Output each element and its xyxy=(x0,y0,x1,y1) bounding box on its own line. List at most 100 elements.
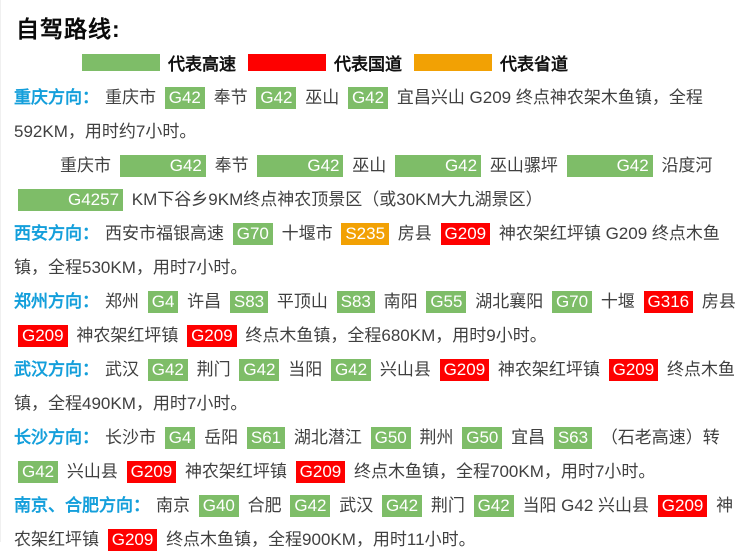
route-badge-green: G42 xyxy=(257,155,344,177)
route-text: 南京 xyxy=(156,496,190,515)
route-text: 岳阳 xyxy=(204,428,239,447)
legend: 代表高速 代表国道 代表省道 xyxy=(14,50,738,75)
legend-label: 代表高速 xyxy=(168,54,236,74)
route-badge-green: G42 xyxy=(147,359,188,381)
route-paragraph: 武汉方向： 武汉 G42 荆门 G42 当阳 G42 兴山县 G209 神农架红坪… xyxy=(14,353,738,421)
route-badge-green: S83 xyxy=(336,291,375,313)
route-badge-green: G4 xyxy=(147,291,179,313)
route-text: 南阳 xyxy=(383,292,418,311)
route-text: 神农架红坪镇 xyxy=(184,462,287,481)
route-text: 湖北潜江 xyxy=(293,428,362,447)
route-text: 房县 xyxy=(397,224,432,243)
route-text: 终点木鱼镇，全程700KM，用时7小时。 xyxy=(354,462,656,481)
route-text: 神农架红坪镇 G209 终点木鱼镇，全程530KM，用时7小时。 xyxy=(14,224,720,277)
route-text: 房县 xyxy=(701,292,736,311)
route-text: 沿度河 xyxy=(661,156,713,175)
route-text: 武汉 xyxy=(105,360,139,379)
orange-road-swatch xyxy=(414,53,492,71)
route-sections: 重庆方向： 重庆市 G42 奉节 G42 巫山 G42 宜昌兴山 G209 终点神… xyxy=(14,81,738,557)
route-badge-green: G42 xyxy=(381,495,423,517)
route-text: 宜昌兴山 G209 终点神农架木鱼镇，全程592KM，用时约7小时。 xyxy=(14,88,703,141)
red-road-swatch xyxy=(248,53,326,71)
route-badge-green: G42 xyxy=(566,155,653,177)
direction-label: 长沙方向： xyxy=(14,428,99,447)
route-text: 兴山县 xyxy=(379,360,431,379)
route-badge-red: G209 xyxy=(440,223,491,245)
route-badge-green: G42 xyxy=(290,495,331,517)
route-paragraph: 重庆方向： 重庆市 G42 奉节 G42 巫山 G42 宜昌兴山 G209 终点神… xyxy=(14,81,738,149)
legend-label: 代表省道 xyxy=(500,54,568,74)
route-text: 终点木鱼镇，全程680KM，用时9小时。 xyxy=(245,326,547,345)
route-badge-green: G42 xyxy=(164,87,205,109)
route-text: 巫山 xyxy=(305,88,340,107)
route-text: 巫山骡坪 xyxy=(489,156,558,175)
route-text: 终点木鱼镇，全程900KM，用时11小时。 xyxy=(166,530,476,549)
route-text: （石老高速）转 xyxy=(600,428,720,447)
direction-label: 西安方向： xyxy=(14,224,99,243)
route-badge-red: G209 xyxy=(657,495,708,517)
route-badge-green: G42 xyxy=(394,155,482,177)
route-text: 合肥 xyxy=(247,496,282,515)
route-text: 奉节 xyxy=(214,156,249,175)
route-text: 终点木鱼镇，全程490KM，用时7小时。 xyxy=(14,360,735,413)
route-paragraph: 南京、合肥方向： 南京 G40 合肥 G42 武汉 G42 荆门 G42 当阳 G… xyxy=(14,489,738,557)
route-text: 郑州 xyxy=(105,292,139,311)
route-badge-green: G4257 xyxy=(18,189,124,211)
route-badge-red: G209 xyxy=(439,359,490,381)
route-badge-green: S83 xyxy=(229,291,269,313)
route-badge-red: G209 xyxy=(187,325,237,347)
route-badge-green: G50 xyxy=(370,427,411,449)
page-title: 自驾路线: xyxy=(16,16,121,42)
route-badge-green: G42 xyxy=(256,87,297,109)
route-badge-green: G42 xyxy=(473,495,514,517)
route-badge-red: G209 xyxy=(608,359,659,381)
route-badge-green: G70 xyxy=(551,291,593,313)
route-paragraph: 重庆市 G42 奉节 G42 巫山 G42 巫山骡坪 G42 沿度河 G4257… xyxy=(14,149,738,217)
route-text: 平顶山 xyxy=(276,292,328,311)
legend-item: 代表国道 xyxy=(248,50,402,75)
route-paragraph: 郑州方向： 郑州 G4 许昌 S83 平顶山 S83 南阳 G55 湖北襄阳 G7… xyxy=(14,285,738,353)
route-badge-green: G50 xyxy=(462,427,503,449)
route-text: 许昌 xyxy=(187,292,222,311)
direction-label: 武汉方向： xyxy=(14,360,99,379)
route-badge-red: G209 xyxy=(107,529,158,551)
legend-item: 代表高速 xyxy=(82,50,236,75)
route-text: KM下谷乡9KM终点神农顶景区（或30KM大九湖景区） xyxy=(131,190,543,209)
green-road-swatch xyxy=(82,53,160,71)
route-text: 武汉 xyxy=(339,496,374,515)
route-text: 奉节 xyxy=(213,88,248,107)
route-badge-green: G40 xyxy=(198,495,239,517)
route-badge-green: G70 xyxy=(232,223,273,245)
route-badge-orange: S235 xyxy=(341,223,390,245)
route-paragraph: 西安方向： 西安市福银高速 G70 十堰市 S235 房县 G209 神农架红坪镇… xyxy=(14,217,738,285)
route-paragraph: 长沙方向： 长沙市 G4 岳阳 S61 湖北潜江 G50 荆州 G50 宜昌 S6… xyxy=(14,421,738,489)
route-text: 重庆市 xyxy=(60,156,111,175)
route-badge-green: G42 xyxy=(239,359,280,381)
direction-label: 重庆方向： xyxy=(14,88,99,107)
legend-label: 代表国道 xyxy=(334,54,402,74)
route-text: 巫山 xyxy=(352,156,387,175)
route-badge-green: G4 xyxy=(164,427,196,449)
route-badge-green: G55 xyxy=(426,291,467,313)
route-badge-green: G42 xyxy=(330,359,372,381)
route-text: 十堰市 xyxy=(281,224,333,243)
route-badge-red: G209 xyxy=(295,461,346,483)
route-text: 西安市福银高速 xyxy=(105,224,224,243)
route-text: 长沙市 xyxy=(105,428,156,447)
route-badge-green: S61 xyxy=(246,427,286,449)
route-badge-green: G42 xyxy=(347,87,389,109)
route-badge-green: G42 xyxy=(119,155,206,177)
route-text: 湖北襄阳 xyxy=(475,292,544,311)
direction-label: 南京、合肥方向： xyxy=(14,496,150,515)
direction-label: 郑州方向： xyxy=(14,292,99,311)
route-text: 荆门 xyxy=(196,360,231,379)
route-text: 荆州 xyxy=(419,428,454,447)
route-badge-green: G42 xyxy=(18,461,59,483)
legend-item: 代表省道 xyxy=(414,50,568,75)
route-text: 十堰 xyxy=(600,292,635,311)
route-text: 神农架红坪镇 xyxy=(76,326,179,345)
route-text: 兴山县 xyxy=(66,462,118,481)
route-text: 重庆市 xyxy=(105,88,156,107)
route-text: 当阳 xyxy=(288,360,323,379)
route-badge-red: G209 xyxy=(126,461,177,483)
